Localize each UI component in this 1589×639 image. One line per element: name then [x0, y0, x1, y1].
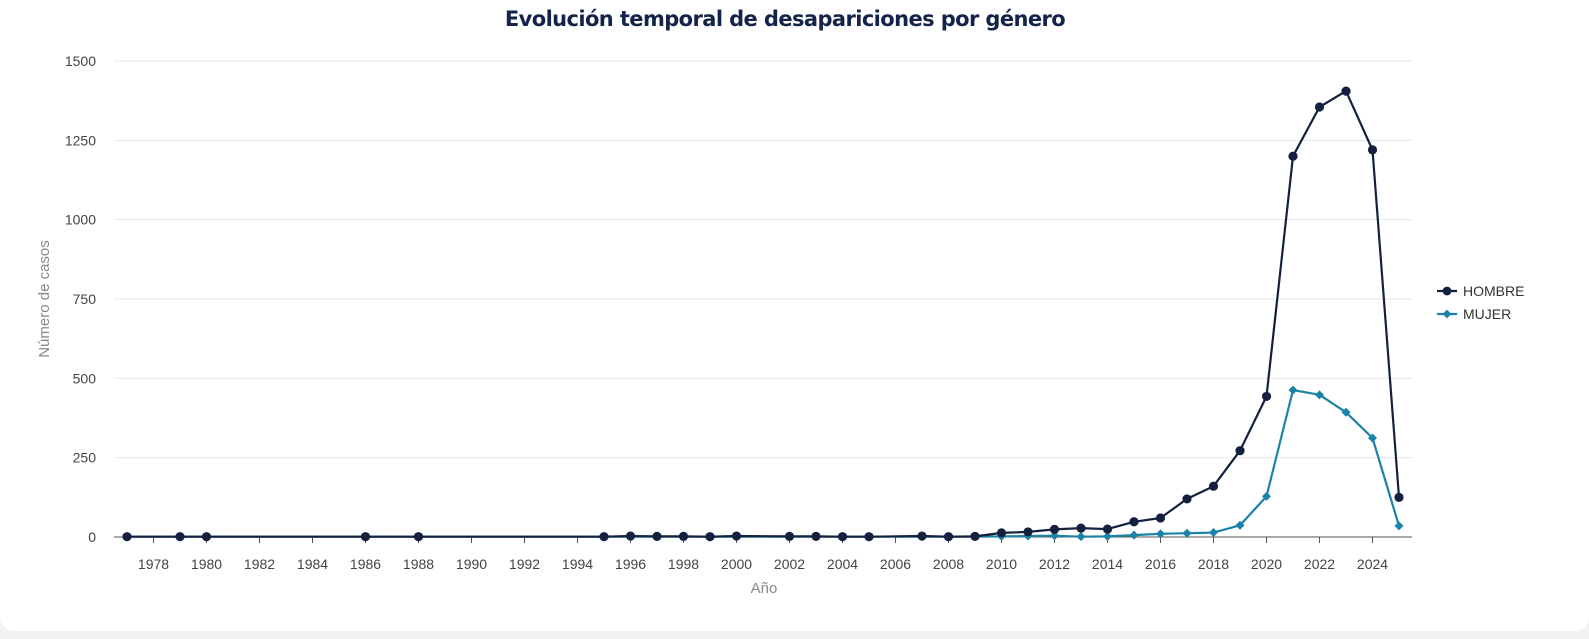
data-point-hombre[interactable] [678, 531, 689, 541]
data-point-hombre[interactable] [943, 532, 954, 542]
legend-marker-hombre [1442, 286, 1452, 296]
data-point-hombre[interactable] [599, 532, 609, 542]
series-mujer [122, 385, 1404, 542]
data-point-hombre[interactable] [1235, 446, 1245, 456]
data-point-hombre[interactable] [175, 532, 185, 542]
data-point-hombre[interactable] [1261, 391, 1272, 402]
legend-label-hombre: HOMBRE [1463, 283, 1524, 299]
x-tick-label: 1988 [403, 556, 434, 572]
data-point-mujer[interactable] [1076, 532, 1086, 542]
data-point-hombre[interactable] [360, 532, 371, 542]
x-tick-label: 2002 [774, 556, 805, 572]
data-point-hombre[interactable] [1208, 481, 1219, 491]
data-point-hombre[interactable] [970, 531, 980, 541]
y-tick-label: 250 [73, 450, 97, 466]
chart-title: Evolución temporal de desapariciones por… [505, 7, 1065, 31]
data-point-hombre[interactable] [201, 532, 212, 542]
data-point-hombre[interactable] [1023, 527, 1033, 537]
data-point-hombre[interactable] [1076, 523, 1086, 533]
x-tick-label: 2022 [1304, 556, 1335, 572]
x-tick-label: 2010 [986, 556, 1017, 572]
legend-label-mujer: MUJER [1463, 306, 1511, 322]
data-point-hombre[interactable] [705, 532, 715, 542]
data-point-hombre[interactable] [996, 528, 1007, 538]
y-axis-label: Número de casos [36, 240, 53, 358]
data-point-hombre[interactable] [1314, 102, 1325, 112]
data-point-hombre[interactable] [1049, 524, 1060, 534]
data-point-mujer[interactable] [1235, 520, 1245, 530]
data-point-hombre[interactable] [1288, 151, 1298, 161]
x-tick-label: 1984 [297, 556, 328, 572]
y-tick-label: 1000 [65, 212, 96, 228]
data-point-mujer[interactable] [1129, 530, 1139, 540]
x-axis-label: Año [751, 580, 778, 597]
data-point-hombre[interactable] [731, 531, 742, 541]
y-tick-label: 1500 [65, 53, 96, 69]
data-point-mujer[interactable] [1050, 531, 1059, 541]
y-tick-label: 0 [88, 529, 96, 545]
x-tick-label: 1992 [509, 556, 540, 572]
x-tick-label: 2014 [1092, 556, 1123, 572]
data-point-mujer[interactable] [1156, 529, 1165, 539]
data-point-hombre[interactable] [652, 531, 662, 541]
y-axis-ticks: 0 250 500 750 1000 1250 1500 [65, 53, 96, 545]
x-axis-ticks: 1978 1980 1982 1984 1986 1988 1990 1992 1994 1996… [138, 537, 1388, 572]
data-point-hombre[interactable] [1394, 492, 1404, 502]
x-tick-label: 1978 [138, 556, 169, 572]
series-line-mujer [127, 389, 1401, 538]
data-point-hombre[interactable] [837, 532, 848, 542]
x-tick-label: 2018 [1198, 556, 1229, 572]
x-tick-label: 1982 [244, 556, 275, 572]
data-point-mujer[interactable] [1315, 390, 1324, 400]
legend-item-mujer[interactable]: MUJER [1437, 306, 1511, 322]
x-tick-label: 2024 [1357, 556, 1388, 572]
legend-item-hombre[interactable]: HOMBRE [1437, 283, 1524, 299]
data-point-hombre[interactable] [784, 531, 795, 541]
data-point-hombre[interactable] [864, 532, 874, 542]
data-point-mujer[interactable] [1103, 531, 1112, 541]
x-tick-label: 2004 [827, 556, 858, 572]
series-hombre [122, 86, 1404, 542]
x-tick-label: 1986 [350, 556, 381, 572]
data-point-hombre[interactable] [625, 531, 636, 541]
data-point-hombre[interactable] [122, 532, 132, 542]
data-point-hombre[interactable] [1102, 524, 1113, 534]
y-tick-label: 1250 [65, 132, 96, 148]
x-tick-label: 1980 [191, 556, 222, 572]
data-point-hombre[interactable] [811, 531, 821, 541]
series-layer [122, 86, 1404, 542]
data-point-mujer[interactable] [1288, 385, 1298, 395]
x-tick-label: 2012 [1039, 556, 1070, 572]
data-point-mujer[interactable] [1368, 433, 1377, 443]
legend[interactable]: HOMBRE MUJER [1437, 283, 1524, 322]
data-point-hombre[interactable] [1341, 86, 1351, 96]
x-tick-label: 2016 [1145, 556, 1176, 572]
data-point-mujer[interactable] [1394, 521, 1404, 531]
data-point-mujer[interactable] [1341, 407, 1351, 417]
x-tick-label: 2006 [880, 556, 911, 572]
data-point-mujer[interactable] [1262, 491, 1271, 501]
data-point-hombre[interactable] [1129, 517, 1139, 527]
data-point-mujer[interactable] [1182, 528, 1192, 538]
x-tick-label: 2020 [1251, 556, 1282, 572]
data-point-hombre[interactable] [1182, 494, 1192, 504]
data-point-mujer[interactable] [1209, 528, 1218, 538]
x-tick-label: 2008 [933, 556, 964, 572]
x-tick-label: 2000 [721, 556, 752, 572]
data-point-hombre[interactable] [413, 532, 424, 542]
y-tick-label: 500 [73, 370, 97, 386]
x-tick-label: 1998 [668, 556, 699, 572]
y-tick-label: 750 [73, 291, 97, 307]
x-tick-label: 1990 [456, 556, 487, 572]
data-point-hombre[interactable] [917, 531, 927, 541]
grid [114, 60, 1412, 459]
data-point-hombre[interactable] [1155, 513, 1166, 523]
data-point-hombre[interactable] [1367, 145, 1378, 155]
x-tick-label: 1996 [615, 556, 646, 572]
series-line-hombre [127, 89, 1401, 538]
legend-marker-mujer [1442, 309, 1452, 319]
x-tick-label: 1994 [562, 556, 593, 572]
